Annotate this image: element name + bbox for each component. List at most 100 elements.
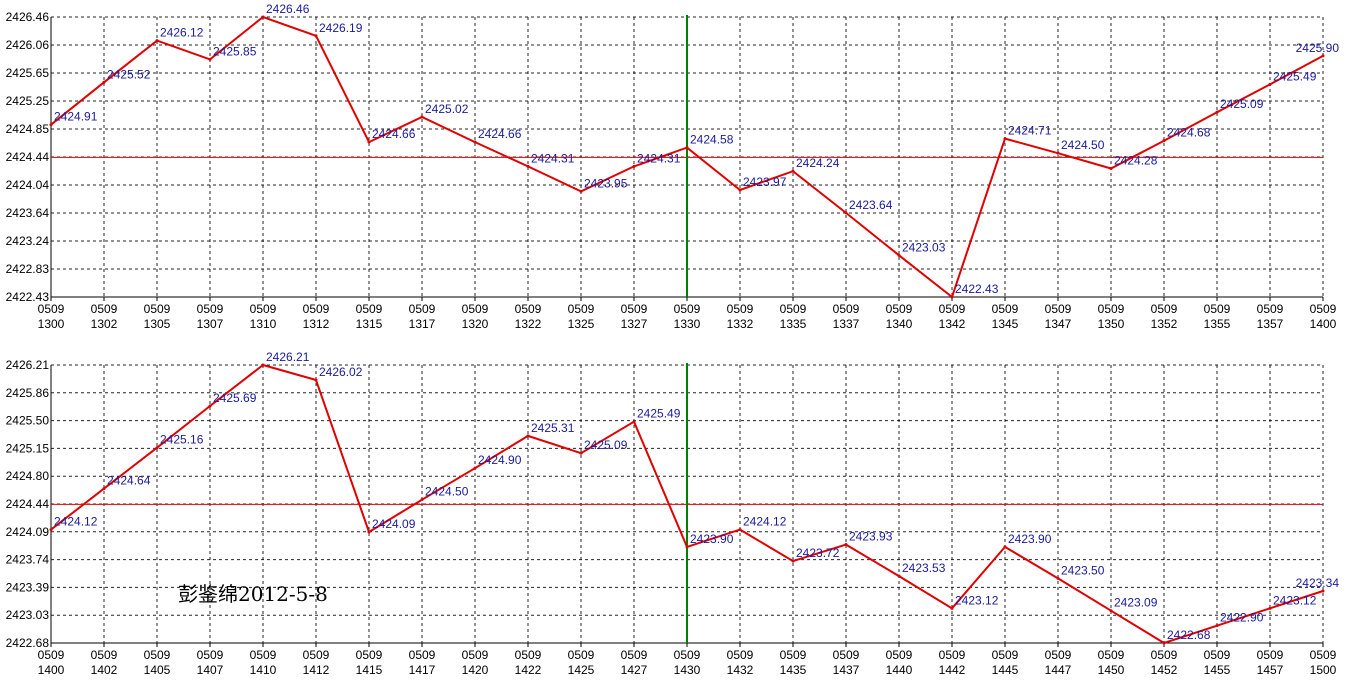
data-label: 2422.90	[1220, 611, 1264, 625]
x-tick-time: 1315	[356, 317, 383, 331]
data-point	[685, 545, 689, 549]
data-label: 2424.50	[1061, 138, 1105, 152]
x-tick-time: 1317	[409, 317, 436, 331]
x-tick-date: 0509	[780, 302, 807, 316]
x-tick-time: 1412	[303, 663, 330, 677]
x-tick-date: 0509	[886, 302, 913, 316]
x-tick-time: 1437	[833, 663, 860, 677]
x-tick-time: 1337	[833, 317, 860, 331]
x-tick-time: 1310	[250, 317, 277, 331]
x-tick-date: 0509	[833, 648, 860, 662]
data-point	[738, 188, 742, 192]
data-label: 2425.09	[584, 438, 628, 452]
x-tick-date: 0509	[144, 302, 171, 316]
x-tick-date: 0509	[674, 302, 701, 316]
x-tick-date: 0509	[780, 648, 807, 662]
x-tick-date: 0509	[886, 648, 913, 662]
data-point	[208, 404, 212, 408]
data-label: 2426.46	[266, 2, 310, 16]
x-tick-time: 1357	[1257, 317, 1284, 331]
x-tick-date: 0509	[144, 648, 171, 662]
x-tick-time: 1410	[250, 663, 277, 677]
data-label: 2424.12	[743, 515, 787, 529]
x-tick-date: 0509	[303, 302, 330, 316]
y-tick-label: 2423.39	[6, 580, 50, 594]
x-tick-date: 0509	[1204, 302, 1231, 316]
data-point	[1162, 139, 1166, 143]
x-tick-date: 0509	[515, 648, 542, 662]
x-tick-time: 1325	[568, 317, 595, 331]
data-point	[1215, 624, 1219, 628]
data-label: 2424.71	[1008, 124, 1052, 138]
data-point	[526, 434, 530, 438]
data-point	[420, 498, 424, 502]
data-label: 2424.66	[478, 127, 522, 141]
data-point	[632, 164, 636, 168]
x-tick-time: 1440	[886, 663, 913, 677]
x-tick-date: 0509	[38, 302, 65, 316]
data-label: 2423.97	[743, 175, 787, 189]
y-tick-label: 2426.06	[6, 38, 50, 52]
x-tick-date: 0509	[409, 302, 436, 316]
data-label: 2424.64	[107, 474, 151, 488]
x-tick-time: 1447	[1045, 663, 1072, 677]
data-label: 2424.90	[478, 453, 522, 467]
data-label: 2425.85	[213, 44, 257, 58]
data-label: 2425.90	[1296, 41, 1340, 55]
y-tick-label: 2426.46	[6, 10, 50, 24]
y-tick-label: 2424.09	[6, 525, 50, 539]
x-tick-date: 0509	[91, 302, 118, 316]
data-label: 2424.68	[1167, 126, 1211, 140]
data-label: 2424.31	[531, 151, 575, 165]
data-point	[473, 466, 477, 470]
data-label: 2424.31	[637, 151, 681, 165]
x-tick-date: 0509	[621, 302, 648, 316]
data-point	[632, 420, 636, 424]
x-tick-date: 0509	[409, 648, 436, 662]
y-tick-label: 2424.80	[6, 469, 50, 483]
data-label: 2423.09	[1114, 596, 1158, 610]
data-label: 2423.03	[902, 240, 946, 254]
x-tick-date: 0509	[1045, 648, 1072, 662]
y-tick-label: 2425.50	[6, 414, 50, 428]
data-label: 2425.69	[213, 391, 257, 405]
y-tick-label: 2425.25	[6, 94, 50, 108]
data-label: 2425.16	[160, 433, 204, 447]
x-tick-date: 0509	[1151, 302, 1178, 316]
data-label: 2424.12	[54, 515, 98, 529]
x-tick-date: 0509	[568, 302, 595, 316]
x-tick-date: 0509	[38, 648, 65, 662]
data-label: 2423.12	[1273, 593, 1317, 607]
data-point	[1056, 576, 1060, 580]
y-tick-label: 2422.68	[6, 636, 50, 650]
x-tick-date: 0509	[1310, 648, 1337, 662]
x-tick-time: 1307	[197, 317, 224, 331]
data-point	[1268, 82, 1272, 86]
data-label: 2424.91	[54, 110, 98, 124]
x-tick-time: 1400	[1310, 317, 1337, 331]
data-point	[738, 528, 742, 532]
data-point	[1003, 137, 1007, 141]
data-point	[155, 446, 159, 450]
data-label: 2425.02	[425, 102, 469, 116]
data-label: 2423.34	[1296, 576, 1340, 590]
x-tick-time: 1455	[1204, 663, 1231, 677]
x-tick-time: 1400	[38, 663, 65, 677]
y-tick-label: 2425.15	[6, 441, 50, 455]
x-tick-date: 0509	[939, 302, 966, 316]
y-tick-label: 2424.04	[6, 178, 50, 192]
y-tick-label: 2423.74	[6, 553, 50, 567]
x-tick-date: 0509	[1151, 648, 1178, 662]
data-point	[155, 39, 159, 43]
data-label: 2422.68	[1167, 628, 1211, 642]
x-tick-time: 1432	[727, 663, 754, 677]
x-tick-time: 1350	[1098, 317, 1125, 331]
x-tick-time: 1442	[939, 663, 966, 677]
data-point	[1215, 110, 1219, 114]
data-point	[261, 15, 265, 19]
y-tick-label: 2422.43	[6, 290, 50, 304]
data-label: 2425.52	[107, 67, 151, 81]
x-tick-time: 1415	[356, 663, 383, 677]
data-label: 2425.31	[531, 421, 575, 435]
